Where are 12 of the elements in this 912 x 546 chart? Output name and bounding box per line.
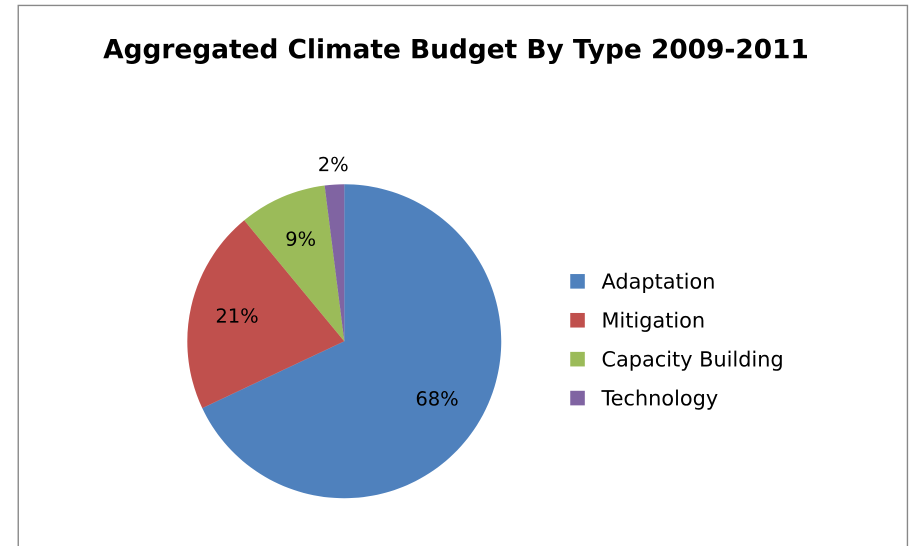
chart-title: Aggregated Climate Budget By Type 2009-2011 bbox=[103, 38, 808, 64]
data-label: 21% bbox=[216, 308, 258, 323]
pie-slice bbox=[202, 184, 502, 498]
data-label: 68% bbox=[416, 391, 458, 406]
data-label: 2% bbox=[319, 156, 348, 172]
legend-label: Adaptation bbox=[602, 272, 714, 293]
legend-label: Capacity Building bbox=[602, 350, 782, 371]
data-label: 9% bbox=[286, 231, 315, 246]
legend-label: Mitigation bbox=[604, 312, 704, 332]
pie-slice bbox=[324, 184, 344, 342]
legend-label: Technology bbox=[601, 390, 718, 410]
pie-slice bbox=[187, 220, 344, 408]
